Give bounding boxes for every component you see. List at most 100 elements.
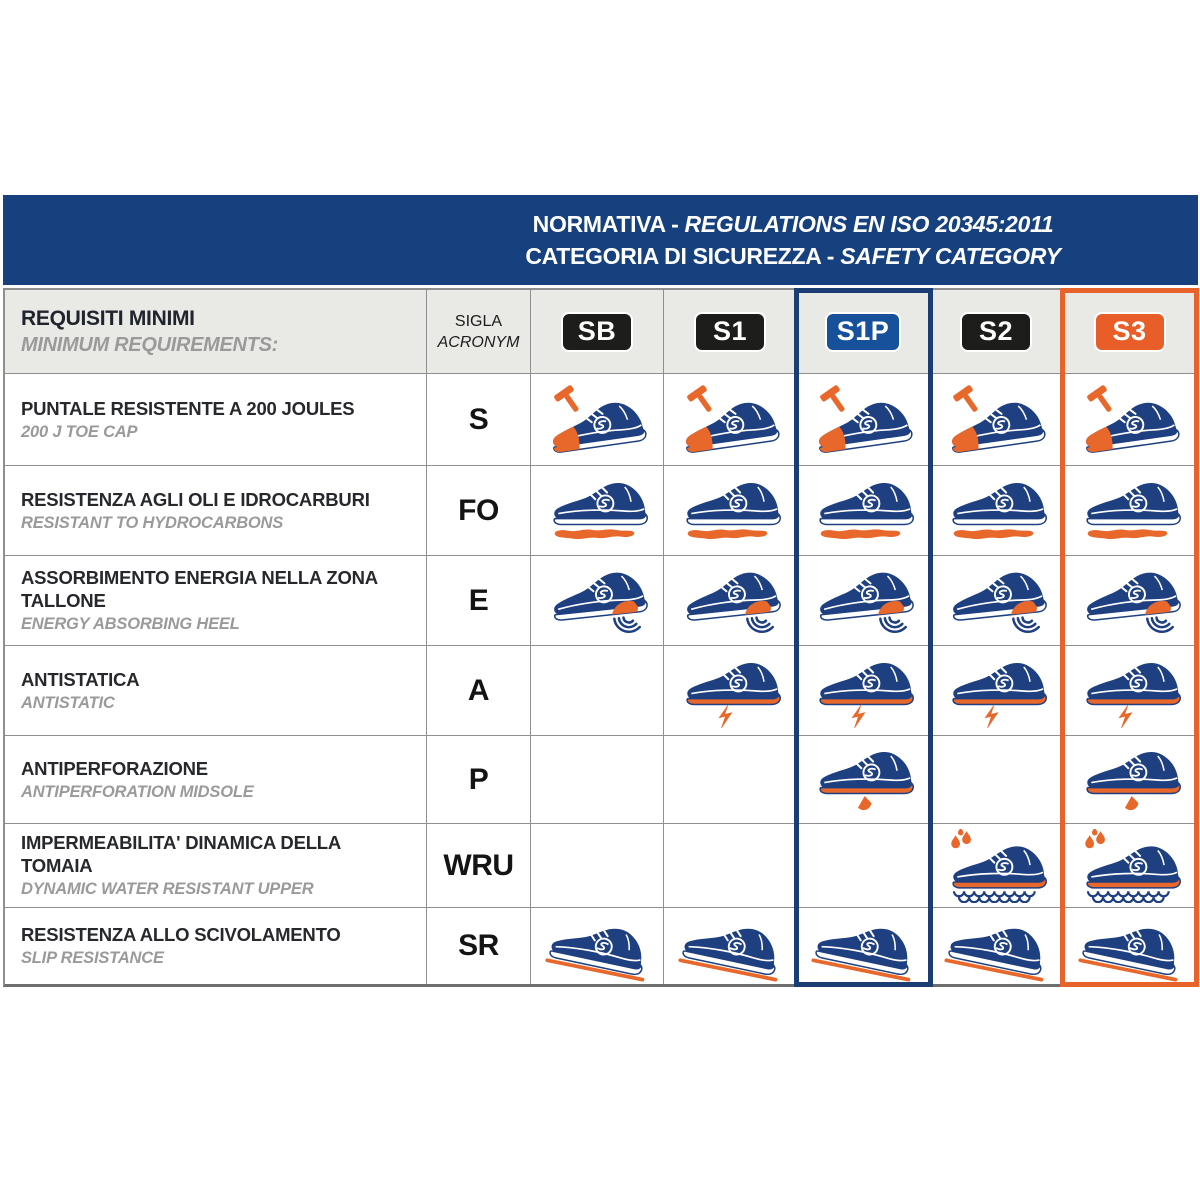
shoe-energy-heel-icon [1086,572,1181,633]
acronym-value: E [468,583,489,617]
shoe-water-resistant-icon [951,828,1047,903]
safety-category-infographic: NORMATIVA - REGULATIONS EN ISO 20345:201… [3,195,1199,987]
acronym-cell-wru: WRU [427,824,531,908]
category-badge-s1p: S1P [824,311,902,352]
shoe-toecap-hammer-icon [819,384,913,453]
matrix-cell-s-sb [531,374,664,466]
acronym-value: S [468,402,489,436]
shoe-slip-resistance-icon [944,927,1044,982]
matrix-cell-e-s3 [1063,556,1196,646]
matrix-cell-wru-s3 [1063,824,1196,908]
category-badge-s2: S2 [960,311,1032,352]
acronym-cell-s: S [427,374,531,466]
category-header-s2: S2 [930,290,1063,374]
shoe-antistatic-icon [1085,662,1181,728]
shoe-antiperforation-icon [819,751,914,810]
banner-line1-italic: REGULATIONS EN ISO 20345:2011 [684,211,1054,237]
category-header-s1: S1 [664,290,797,374]
matrix-cell-sr-s1 [664,908,797,984]
matrix-cell-s-s3 [1063,374,1196,466]
requirement-title: ANTIPERFORAZIONE [21,757,208,779]
banner-line2-italic: SAFETY CATEGORY [840,243,1061,269]
category-badge-s3: S3 [1093,311,1166,352]
shoe-antiperforation-icon [1085,751,1181,810]
requirement-subtitle: ENERGY ABSORBING HEEL [21,615,240,633]
matrix-cell-wru-s2 [930,824,1063,908]
matrix-cell-a-s3 [1063,646,1196,736]
requirement-subtitle: ANTISTATIC [21,693,115,712]
requirement-title: ANTISTATICA [21,668,140,690]
shoe-toecap-hammer-icon [553,384,647,453]
shoe-antistatic-icon [686,662,781,728]
category-badge-sb: SB [561,311,633,352]
shoe-antistatic-icon [819,662,914,728]
shoe-oil-resistant-icon [952,482,1047,539]
matrix-cell-s-s1p [797,374,930,466]
matrix-cell-p-s2 [930,736,1063,824]
shoe-slip-resistance-icon [811,927,911,982]
requirement-title: RESISTENZA AGLI OLI E IDROCARBURI [21,488,370,510]
matrix-cell-e-s2 [930,556,1063,646]
matrix-cell-a-sb [531,646,664,736]
acronym-value: FO [458,493,499,527]
matrix-cell-fo-sb [531,466,664,556]
banner-line1-normal: NORMATIVA - [532,211,685,237]
shoe-toecap-hammer-icon [686,384,780,453]
requirement-subtitle: SLIP RESISTANCE [21,949,164,967]
safety-category-table: REQUISITI MINIMI MINIMUM REQUIREMENTS: SIG… [3,288,1199,987]
category-header-sb: SB [531,290,664,374]
requirement-title: IMPERMEABILITA' DINAMICA DELLA TOMAIA [21,832,341,876]
requirements-subtitle: MINIMUM REQUIREMENTS: [21,333,279,356]
matrix-cell-a-s2 [930,646,1063,736]
matrix-cell-fo-s3 [1063,466,1196,556]
requirement-title: PUNTALE RESISTENTE A 200 JOULES [21,397,355,419]
acronym-header: SIGLA ACRONYM [427,290,531,374]
acronym-cell-p: P [427,736,531,824]
category-badge-s1: S1 [694,311,766,352]
shoe-oil-resistant-icon [686,482,781,539]
matrix-cell-wru-s1 [664,824,797,908]
requirements-title: REQUISITI MINIMI [21,306,195,330]
shoe-oil-resistant-icon [819,482,914,539]
matrix-cell-a-s1 [664,646,797,736]
matrix-cell-e-sb [531,556,664,646]
requirement-label-e: ASSORBIMENTO ENERGIA NELLA ZONA TALLONE E… [5,556,427,646]
category-header-s3: S3 [1063,290,1196,374]
requirement-label-s: PUNTALE RESISTENTE A 200 JOULES 200 J TOE… [5,374,427,466]
acronym-cell-e: E [427,556,531,646]
shoe-slip-resistance-icon [1077,927,1177,982]
matrix-cell-sr-s1p [797,908,930,984]
matrix-cell-fo-s2 [930,466,1063,556]
matrix-cell-e-s1 [664,556,797,646]
banner: NORMATIVA - REGULATIONS EN ISO 20345:201… [3,195,1198,285]
shoe-oil-resistant-icon [553,482,648,539]
matrix-cell-sr-s3 [1063,908,1196,984]
acronym-label: ACRONYM [437,333,520,351]
matrix-cell-wru-s1p [797,824,930,908]
acronym-cell-sr: SR [427,908,531,984]
requirement-subtitle: RESISTANT TO HYDROCARBONS [21,513,284,532]
banner-line2-normal: CATEGORIA DI SICUREZZA - [525,243,841,269]
matrix-cell-sr-sb [531,908,664,984]
acronym-value: P [468,762,489,796]
matrix-cell-e-s1p [797,556,930,646]
matrix-cell-p-sb [531,736,664,824]
matrix-cell-p-s3 [1063,736,1196,824]
shoe-energy-heel-icon [819,572,914,633]
requirement-label-sr: RESISTENZA ALLO SCIVOLAMENTO SLIP RESISTA… [5,908,427,984]
requirement-label-a: ANTISTATICA ANTISTATIC [5,646,427,736]
shoe-energy-heel-icon [686,572,781,633]
shoe-oil-resistant-icon [1085,482,1181,539]
acronym-value: A [467,673,490,707]
matrix-cell-p-s1p [797,736,930,824]
shoe-energy-heel-icon [553,572,648,633]
requirement-label-fo: RESISTENZA AGLI OLI E IDROCARBURI RESISTA… [5,466,427,556]
banner-line-2: CATEGORIA DI SICUREZZA - SAFETY CATEGORY [483,240,1103,272]
requirement-label-wru: IMPERMEABILITA' DINAMICA DELLA TOMAIA DYN… [5,824,427,908]
matrix-cell-s-s2 [930,374,1063,466]
banner-title: NORMATIVA - REGULATIONS EN ISO 20345:201… [483,195,1103,285]
banner-line-1: NORMATIVA - REGULATIONS EN ISO 20345:201… [483,208,1103,240]
matrix-cell-wru-sb [531,824,664,908]
shoe-toecap-hammer-icon [1085,384,1180,453]
